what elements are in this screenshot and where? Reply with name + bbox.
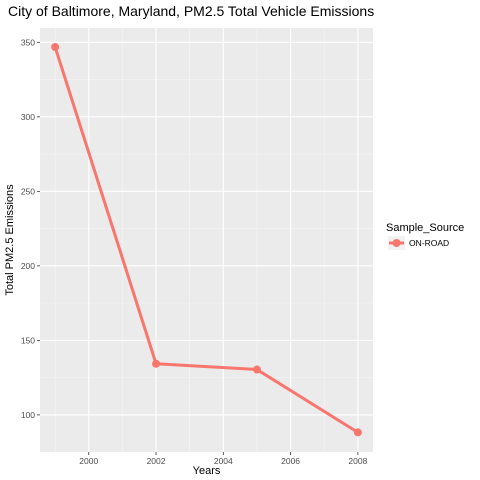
x-axis-ticks: 2000 2002 2004 2006 2008 [79, 452, 367, 466]
x-tick-label: 2002 [147, 456, 166, 466]
y-axis-ticks: 100 150 200 250 300 350 [21, 37, 40, 420]
chart-title: City of Baltimore, Maryland, PM2.5 Total… [8, 3, 374, 19]
legend-items: ON-ROAD [388, 236, 449, 250]
y-tick-label: 350 [21, 37, 35, 47]
x-axis-label: Years [193, 465, 221, 477]
y-tick-label: 150 [21, 335, 35, 345]
y-tick-label: 100 [21, 410, 35, 420]
x-tick-label: 2008 [348, 456, 367, 466]
y-tick-label: 300 [21, 112, 35, 122]
data-point [152, 360, 160, 368]
data-point [253, 366, 261, 374]
legend-key-point [393, 239, 401, 247]
data-point [354, 428, 362, 436]
data-point [51, 43, 59, 51]
x-tick-label: 2000 [79, 456, 98, 466]
x-tick-label: 2006 [281, 456, 300, 466]
y-tick-label: 200 [21, 261, 35, 271]
legend: Sample_Source ON-ROAD [386, 222, 464, 250]
y-axis-label: Total PM2.5 Emissions [4, 184, 16, 296]
plot-panel [40, 28, 373, 452]
legend-title: Sample_Source [386, 222, 464, 234]
legend-label: ON-ROAD [409, 238, 449, 248]
y-tick-label: 250 [21, 186, 35, 196]
